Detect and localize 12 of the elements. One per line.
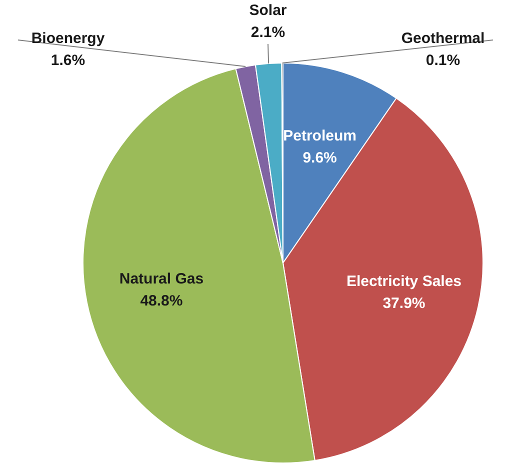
slice-label: Electricity Sales	[346, 273, 462, 290]
slice-label: Solar	[249, 2, 287, 19]
slice-label: Geothermal	[401, 30, 485, 47]
data-label: 9.6%	[302, 150, 337, 167]
data-label: 0.1%	[426, 52, 460, 69]
slice-label: Bioenergy	[31, 30, 106, 47]
slice-label: Natural Gas	[119, 270, 204, 288]
slice-label: Petroleum	[283, 128, 356, 145]
data-label: 37.9%	[382, 295, 426, 312]
data-label: 48.8%	[140, 292, 183, 310]
data-label: 2.1%	[250, 24, 286, 41]
data-label: 1.6%	[50, 52, 86, 69]
